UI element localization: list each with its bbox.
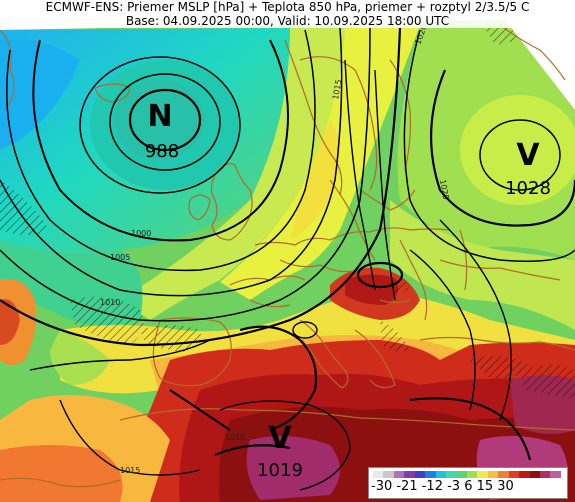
isobar-label: 1010 xyxy=(225,433,245,442)
legend-swatch xyxy=(519,471,530,478)
legend-swatch xyxy=(435,471,447,478)
isobars xyxy=(0,27,575,491)
isobar-label: 1015 xyxy=(331,79,343,101)
temperature-legend: -30 -21 -12 -3 6 15 30 xyxy=(368,467,568,499)
isobar-label: 1015 xyxy=(120,466,140,475)
isobar-label: 1010 xyxy=(100,298,120,307)
high-pressure-value-south: 1019 xyxy=(257,460,303,481)
legend-swatch xyxy=(487,471,499,478)
pressure-centers: N 988 V 1028 V 1019 xyxy=(145,99,551,481)
legend-swatch xyxy=(477,471,488,478)
isobar-label: 1025 xyxy=(438,179,450,201)
low-pressure-letter: N xyxy=(147,99,172,134)
high-pressure-value-east: 1028 xyxy=(505,178,551,199)
legend-swatch xyxy=(414,471,426,478)
legend-swatch xyxy=(393,471,405,478)
legend-swatch xyxy=(540,471,551,478)
legend-swatch xyxy=(383,471,394,478)
high-pressure-letter-east: V xyxy=(516,138,540,173)
isobar-label: 1000 xyxy=(131,229,151,238)
map-title: ECMWF-ENS: Priemer MSLP [hPa] + Teplota … xyxy=(0,0,575,14)
isobar-label: 1005 xyxy=(110,253,130,262)
legend-swatch xyxy=(456,471,467,478)
legend-swatch xyxy=(529,471,540,478)
legend-swatch xyxy=(498,471,509,478)
legend-swatch xyxy=(404,471,415,478)
legend-swatch xyxy=(550,471,561,478)
coastlines xyxy=(0,24,575,488)
legend-swatch xyxy=(508,471,520,478)
map-subtitle: Base: 04.09.2025 00:00, Valid: 10.09.202… xyxy=(0,14,575,28)
legend-colorbar xyxy=(373,471,561,478)
legend-swatch xyxy=(373,471,384,478)
high-pressure-letter-south: V xyxy=(268,421,292,456)
legend-swatch xyxy=(446,471,457,478)
legend-swatch xyxy=(425,471,436,478)
legend-swatch xyxy=(466,471,478,478)
legend-tick-labels: -30 -21 -12 -3 6 15 30 xyxy=(371,479,514,494)
low-pressure-value: 988 xyxy=(145,141,179,162)
